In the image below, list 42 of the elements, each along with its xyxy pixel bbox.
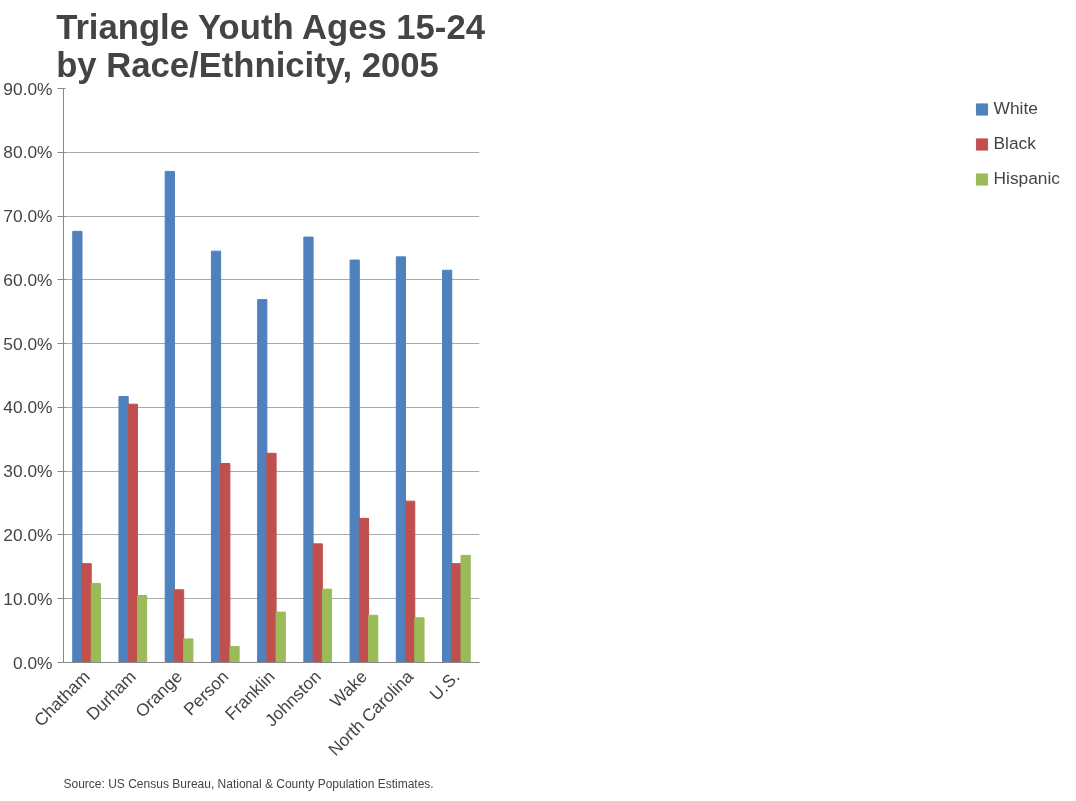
y-tick-label: 90.0%: [3, 78, 53, 99]
bar: [275, 611, 286, 663]
legend-label: White: [993, 98, 1038, 119]
bar: [229, 646, 240, 663]
bar: [127, 403, 138, 663]
bar: [72, 230, 83, 663]
bar: [220, 463, 231, 663]
bar: [210, 250, 222, 663]
bar: [395, 256, 407, 663]
bar: [303, 236, 314, 663]
chart-title: Triangle Youth Ages 15-24 by Race/Ethnicity, 2005: [56, 7, 486, 84]
bar: [368, 614, 379, 663]
bar: [81, 563, 92, 663]
bar: [90, 582, 101, 663]
y-tick-label: 30.0%: [3, 461, 53, 482]
bar: [266, 452, 277, 663]
bar: [321, 588, 333, 663]
y-tick-label: 50.0%: [3, 333, 53, 354]
source-note: Source: US Census Bureau, National & County Population Estimates.: [63, 776, 434, 791]
x-tick-label: U.S.: [425, 666, 464, 705]
bar: [118, 396, 129, 663]
bar: [349, 259, 360, 663]
bar: [136, 595, 148, 663]
bar: [173, 589, 185, 663]
y-tick-label: 0.0%: [13, 652, 53, 673]
bar: [442, 269, 453, 663]
bar: [183, 638, 194, 663]
y-tick-label: 80.0%: [3, 142, 53, 163]
bar: [405, 500, 416, 663]
bar: [358, 517, 370, 663]
y-tick-label: 40.0%: [3, 397, 53, 418]
bar: [164, 170, 175, 663]
legend-label: Black: [993, 133, 1036, 154]
y-tick-label: 10.0%: [3, 588, 53, 609]
legend-label: Hispanic: [993, 168, 1060, 189]
bar: [414, 617, 425, 663]
bar: [257, 299, 268, 663]
bar: [312, 543, 323, 663]
bar: [460, 554, 471, 663]
y-tick-label: 70.0%: [3, 206, 53, 227]
y-tick-label: 20.0%: [3, 524, 53, 545]
y-tick-label: 60.0%: [3, 269, 53, 290]
